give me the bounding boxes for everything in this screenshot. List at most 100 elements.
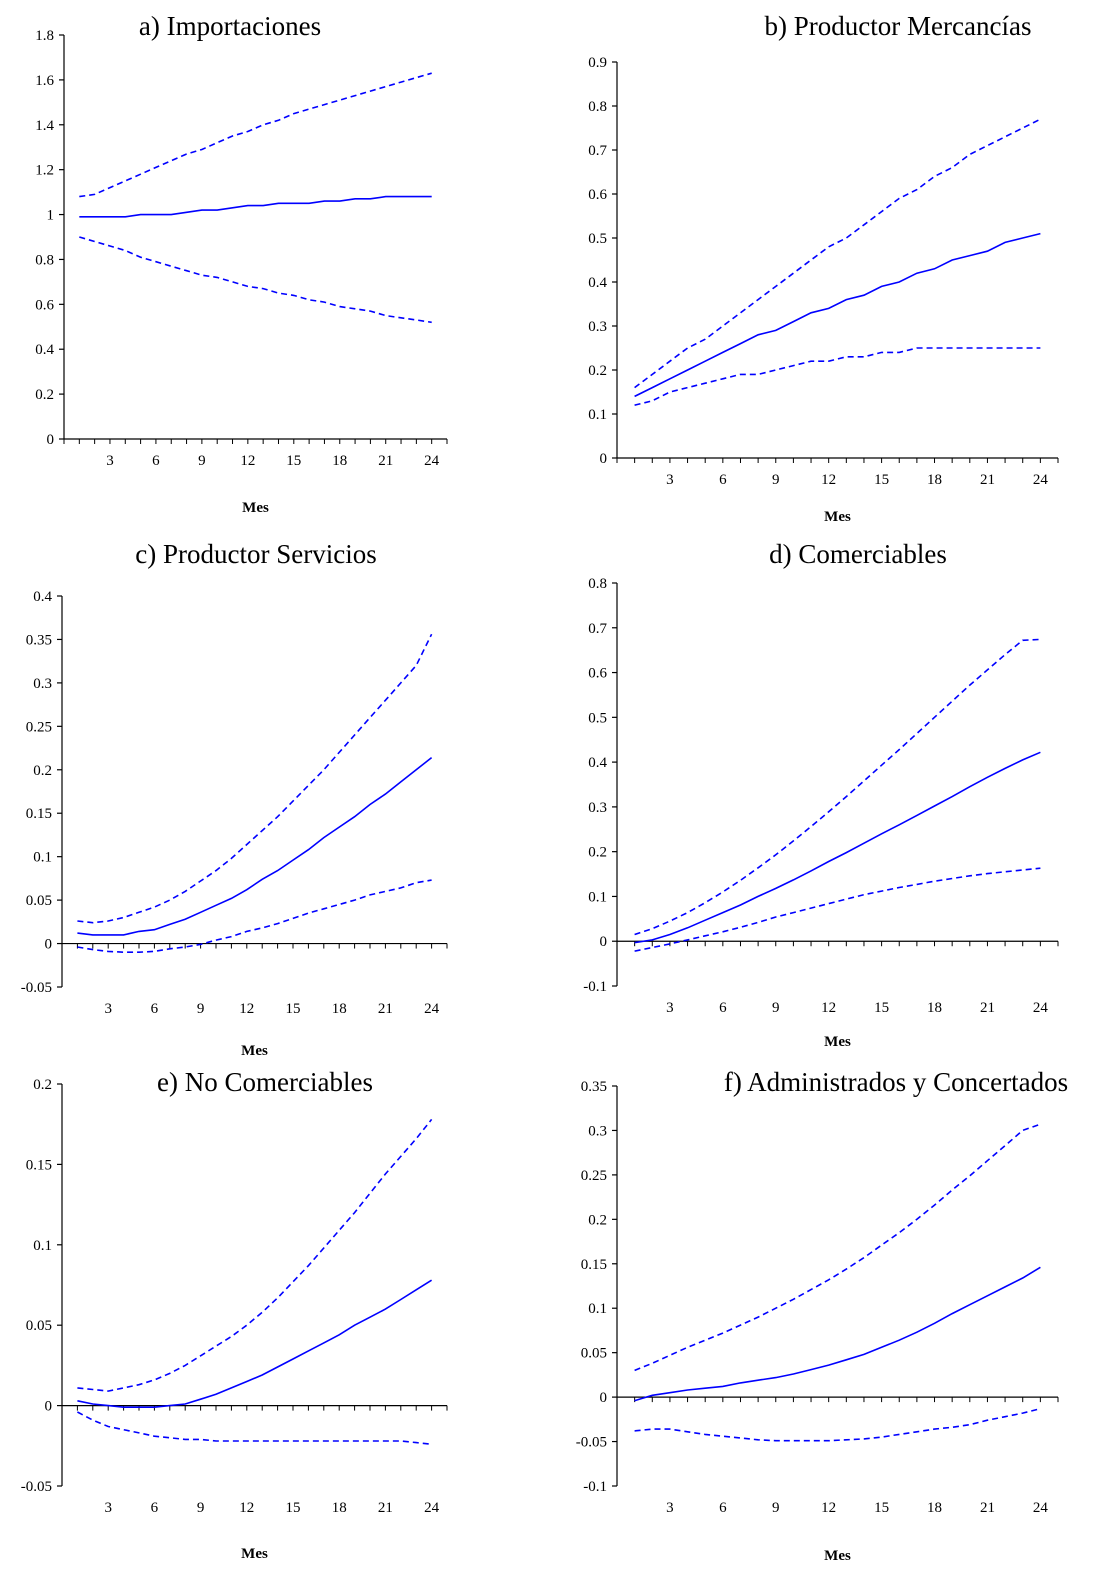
x-axis-title: Mes [241,1043,268,1059]
panel-title: e) No Comerciables [157,1067,373,1097]
panel-title: a) Importaciones [139,11,321,41]
y-tick-label: 0.05 [26,893,52,909]
x-tick-label: 15 [286,1001,301,1017]
x-tick-label: 12 [821,1500,836,1516]
y-tick-label: 0 [45,1399,53,1415]
x-axis-title: Mes [242,500,269,516]
y-tick-label: 0.6 [588,187,607,203]
y-tick-label: 0.3 [588,800,607,816]
x-tick-label: 24 [424,453,440,469]
y-tick-label: 0.8 [588,576,607,592]
y-tick-label: 0.25 [26,719,52,735]
x-tick-label: 18 [927,472,942,488]
y-tick-label: 0 [47,432,55,448]
x-tick-label: 24 [424,1001,440,1017]
y-tick-label: -0.1 [583,979,607,995]
chart-panel-f: f) Administrados y Concertados -0.1 -0.05 0… [576,1067,1068,1564]
x-tick-label: 24 [1033,1500,1049,1516]
x-tick-label: 18 [332,1001,347,1017]
impulse-response-line [77,756,433,936]
x-tick-label: 12 [821,1000,836,1016]
x-tick-label: 6 [719,1500,727,1516]
x-tick-label: 9 [772,1500,780,1516]
y-tick-label: 0.4 [588,275,607,291]
y-tick-label: 1 [47,208,55,224]
y-tick-label: 0.2 [33,763,52,779]
lower-band-line [634,1407,1041,1442]
impulse-response-line [634,1266,1041,1402]
x-tick-label: 21 [980,472,995,488]
y-tick-label: 0.25 [581,1168,607,1184]
y-tick-label: 0.1 [33,850,52,866]
panel-title: c) Productor Servicios [135,539,376,569]
y-tick-label: 0.5 [588,710,607,726]
y-tick-label: 0.15 [581,1257,607,1273]
y-tick-label: 1.8 [35,28,54,44]
x-tick-label: 12 [239,1001,254,1017]
upper-band-line [77,1118,433,1392]
x-tick-label: 21 [980,1000,995,1016]
y-tick-label: 0.3 [33,676,52,692]
chart-panel-a: a) Importaciones 0 0.2 0.4 0.6 0.8 1 1.2 1.4 1.6 1… [35,11,448,516]
lower-band-line [77,1411,432,1445]
y-tick-label: -0.05 [576,1435,607,1451]
y-tick-label: 0.2 [35,387,54,403]
y-tick-label: 1.2 [35,163,54,179]
x-tick-label: 3 [666,1000,674,1016]
y-tick-label: 0 [600,1390,608,1406]
x-tick-label: 18 [927,1500,942,1516]
x-tick-label: 15 [874,1500,889,1516]
x-tick-label: 18 [332,1500,347,1516]
x-tick-label: 9 [772,472,780,488]
x-tick-label: 15 [286,1500,301,1516]
x-tick-label: 21 [378,1500,393,1516]
y-tick-label: 0.05 [26,1318,52,1334]
x-tick-label: 18 [332,453,347,469]
y-tick-label: 0.3 [588,1123,607,1139]
impulse-response-line [634,232,1041,398]
y-tick-label: 0.15 [26,1157,52,1173]
y-tick-label: 0.5 [588,231,607,247]
x-axis-title: Mes [824,1034,851,1050]
x-axis-title: Mes [241,1546,268,1562]
y-tick-label: 0.4 [33,589,52,605]
lower-band-line [77,879,432,954]
y-tick-label: 0.2 [588,1212,607,1228]
y-tick-label: 0.2 [588,363,607,379]
impulse-response-line [77,1279,433,1408]
y-tick-label: 0.1 [588,889,607,905]
x-tick-label: 6 [152,453,160,469]
x-tick-label: 24 [1033,472,1049,488]
upper-band-line [634,638,1041,936]
x-tick-label: 9 [197,1001,205,1017]
upper-band-line [79,72,432,198]
impulse-response-line [79,195,432,218]
x-tick-label: 6 [719,1000,727,1016]
x-tick-label: 6 [151,1500,159,1516]
impulse-response-line [634,751,1041,944]
x-tick-label: 15 [874,1000,889,1016]
x-tick-label: 3 [666,1500,674,1516]
lower-band-line [634,347,1041,406]
x-axis-title: Mes [824,1548,851,1564]
y-tick-label: 1.6 [35,73,54,89]
x-tick-label: 6 [151,1001,159,1017]
upper-band-line [77,633,433,924]
x-tick-label: 9 [197,1500,205,1516]
y-tick-label: 0.7 [588,143,607,159]
x-tick-label: 21 [378,453,393,469]
y-tick-label: 0.35 [581,1079,607,1095]
panel-title: b) Productor Mercancías [765,11,1032,41]
y-tick-label: 0.4 [588,755,607,771]
x-tick-label: 21 [980,1500,995,1516]
y-tick-label: 0.05 [581,1346,607,1362]
x-tick-label: 15 [286,453,301,469]
panel-title: d) Comerciables [769,539,947,569]
chart-panel-e: e) No Comerciables -0.05 0 0.05 0.1 0.15 0.2 3 6… [21,1067,448,1562]
y-tick-label: 0.8 [588,99,607,115]
y-tick-label: 0.6 [35,297,54,313]
y-tick-label: -0.05 [21,1479,52,1495]
y-tick-label: 0.2 [33,1077,52,1093]
x-tick-label: 24 [424,1500,440,1516]
x-tick-label: 3 [104,1500,112,1516]
